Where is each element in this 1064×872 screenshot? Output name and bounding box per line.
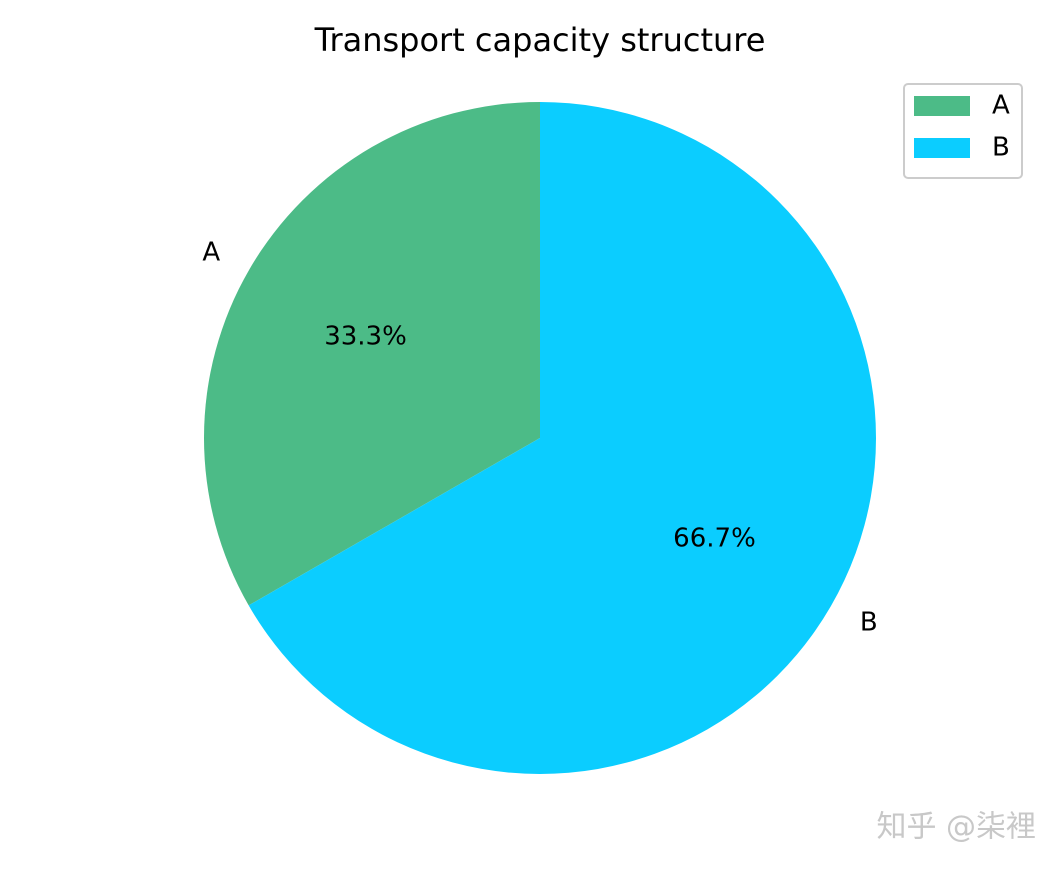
watermark: 知乎 @柒裡 xyxy=(876,810,1036,845)
legend-label: B xyxy=(992,133,1010,163)
pie-slice xyxy=(203,102,540,606)
slice-label: A xyxy=(202,237,220,267)
value-label: 66.7% xyxy=(673,523,756,553)
legend-swatch xyxy=(914,138,970,158)
legend-swatch xyxy=(914,96,970,116)
value-label: 33.3% xyxy=(324,322,407,352)
chart-title: Transport capacity structure xyxy=(314,21,766,59)
slice-label: B xyxy=(860,608,878,638)
pie-slice xyxy=(248,102,876,774)
legend-label: A xyxy=(992,91,1010,121)
